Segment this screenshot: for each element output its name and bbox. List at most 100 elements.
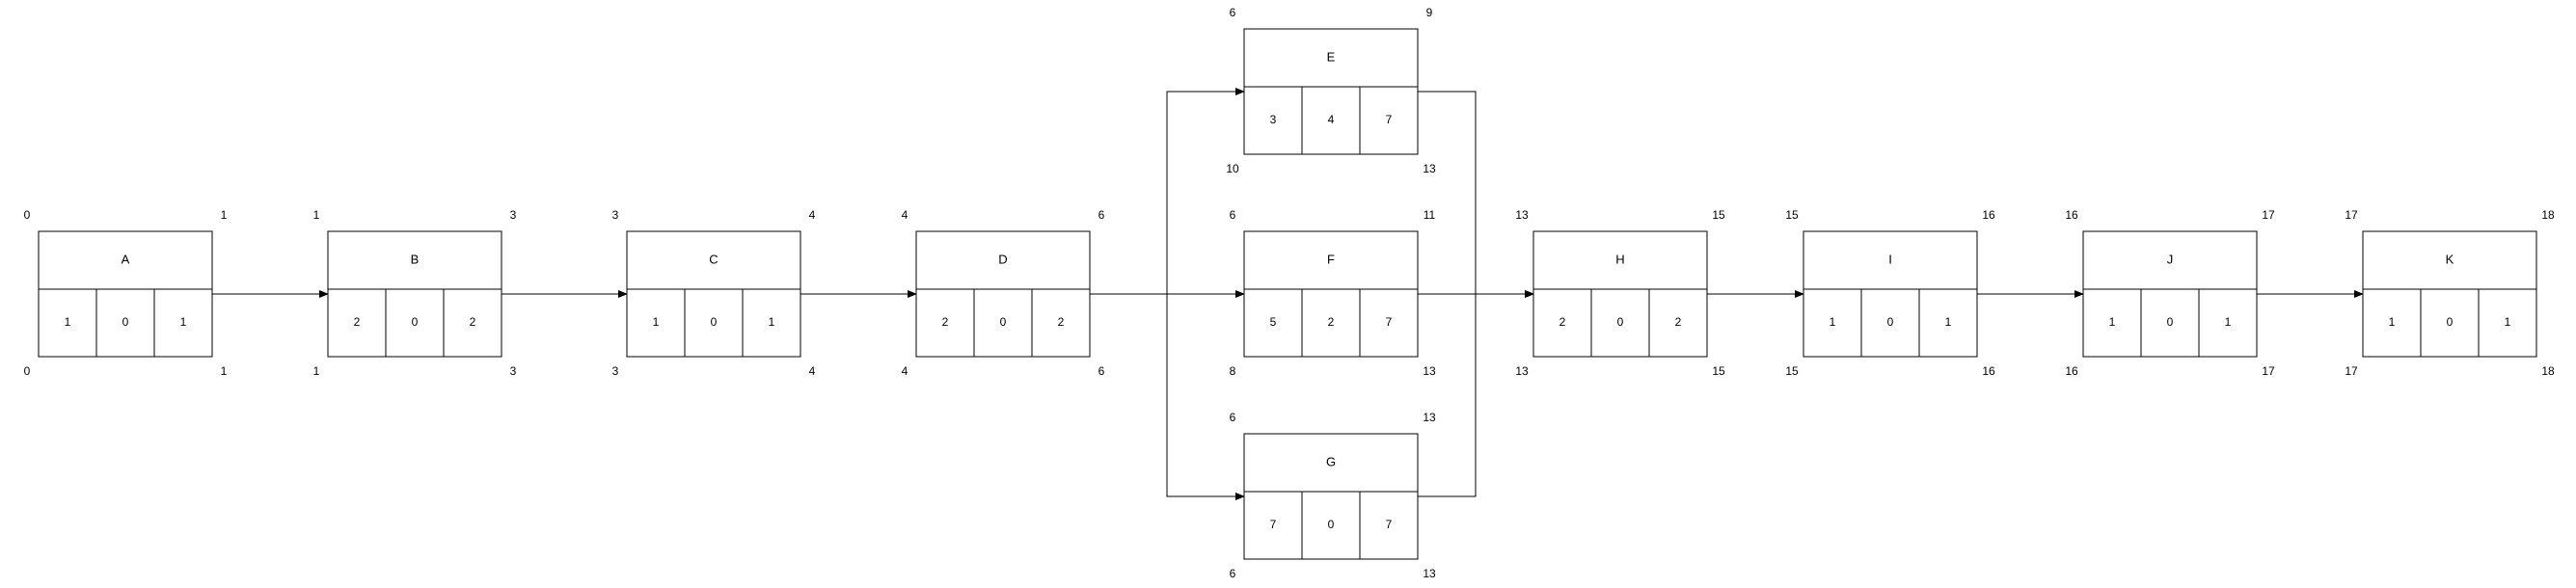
node-float: 0 xyxy=(1328,518,1335,531)
early-start-label: 15 xyxy=(1785,208,1799,222)
node-duration-total: 1 xyxy=(1945,315,1952,329)
node-duration-total: 7 xyxy=(1386,518,1393,531)
late-finish-label: 6 xyxy=(1098,364,1105,378)
edge-g-h xyxy=(1418,290,1534,497)
node-duration-total: 1 xyxy=(2505,315,2511,329)
early-finish-label: 16 xyxy=(1982,208,1995,222)
node-duration-total: 2 xyxy=(1058,315,1065,329)
node-name: J xyxy=(2167,252,2174,266)
early-start-label: 1 xyxy=(313,208,320,222)
activity-node-c: C 1 0 1 3 4 3 4 xyxy=(612,208,816,378)
node-duration: 1 xyxy=(653,315,660,329)
early-start-label: 6 xyxy=(1230,411,1236,424)
activity-node-d: D 2 0 2 4 6 4 6 xyxy=(902,208,1105,378)
node-float: 2 xyxy=(1328,315,1335,329)
activity-node-i: I 1 0 1 15 16 15 16 xyxy=(1785,208,1995,378)
late-start-label: 0 xyxy=(24,364,31,378)
node-duration-total: 1 xyxy=(769,315,775,329)
edge-d-g xyxy=(1090,293,1245,500)
late-finish-label: 18 xyxy=(2541,364,2555,378)
node-duration: 1 xyxy=(2389,315,2396,329)
early-finish-label: 11 xyxy=(1424,208,1436,222)
late-start-label: 4 xyxy=(902,364,908,378)
node-float: 4 xyxy=(1328,113,1335,126)
late-start-label: 17 xyxy=(2345,364,2358,378)
early-finish-label: 6 xyxy=(1098,208,1105,222)
node-box xyxy=(915,230,1091,358)
early-finish-label: 4 xyxy=(809,208,816,222)
node-duration-total: 7 xyxy=(1386,315,1393,329)
activity-node-k: K 1 0 1 17 18 17 18 xyxy=(2345,208,2555,378)
late-start-label: 15 xyxy=(1785,364,1799,378)
late-start-label: 10 xyxy=(1226,162,1239,175)
node-duration: 7 xyxy=(1270,518,1277,531)
node-duration: 1 xyxy=(2109,315,2116,329)
activity-node-b: B 2 0 2 1 3 1 3 xyxy=(313,208,517,378)
node-name: D xyxy=(998,252,1007,266)
node-name: C xyxy=(709,252,718,266)
node-box xyxy=(1243,230,1419,358)
edge-e-h xyxy=(1418,91,1534,298)
node-duration: 1 xyxy=(65,315,71,329)
node-name: I xyxy=(1888,252,1892,266)
node-name: A xyxy=(122,252,130,266)
late-finish-label: 13 xyxy=(1423,567,1436,580)
activity-node-h: H 2 0 2 13 15 13 15 xyxy=(1515,208,1725,378)
node-float: 0 xyxy=(412,315,419,329)
early-start-label: 6 xyxy=(1230,208,1236,222)
node-name: K xyxy=(2446,252,2454,266)
early-start-label: 17 xyxy=(2345,208,2358,222)
activity-node-f: F 5 2 7 6 11 8 13 xyxy=(1230,208,1436,378)
node-name: F xyxy=(1327,252,1335,266)
node-box xyxy=(626,230,801,358)
late-start-label: 13 xyxy=(1515,364,1529,378)
early-finish-label: 15 xyxy=(1712,208,1725,222)
node-float: 0 xyxy=(2167,315,2174,329)
activity-node-g: G 7 0 7 6 13 6 13 xyxy=(1230,411,1436,580)
node-float: 0 xyxy=(711,315,718,329)
node-duration-total: 7 xyxy=(1386,113,1393,126)
node-box xyxy=(2362,230,2537,358)
early-finish-label: 18 xyxy=(2541,208,2555,222)
edges-layer xyxy=(212,88,2364,500)
node-box xyxy=(1532,230,1708,358)
node-duration-total: 1 xyxy=(2225,315,2232,329)
node-duration: 2 xyxy=(1559,315,1566,329)
activity-node-e: E 3 4 7 6 9 10 13 xyxy=(1226,6,1436,175)
late-finish-label: 3 xyxy=(510,364,517,378)
early-start-label: 13 xyxy=(1515,208,1529,222)
late-finish-label: 15 xyxy=(1712,364,1725,378)
node-duration-total: 1 xyxy=(180,315,187,329)
node-duration-total: 2 xyxy=(1675,315,1682,329)
node-duration: 1 xyxy=(1830,315,1836,329)
early-finish-label: 9 xyxy=(1426,6,1433,19)
node-duration: 3 xyxy=(1270,113,1277,126)
late-finish-label: 1 xyxy=(221,364,228,378)
node-duration: 2 xyxy=(942,315,949,329)
late-start-label: 8 xyxy=(1230,364,1236,378)
node-name: H xyxy=(1615,252,1624,266)
late-finish-label: 16 xyxy=(1982,364,1995,378)
early-start-label: 4 xyxy=(902,208,908,222)
node-float: 0 xyxy=(1887,315,1894,329)
edge-d-e xyxy=(1090,88,1245,295)
early-finish-label: 13 xyxy=(1423,411,1436,424)
early-start-label: 0 xyxy=(24,208,31,222)
node-duration-total: 2 xyxy=(470,315,476,329)
node-box xyxy=(1243,433,1419,560)
early-finish-label: 3 xyxy=(510,208,517,222)
late-finish-label: 17 xyxy=(2262,364,2275,378)
node-box xyxy=(38,230,213,358)
nodes-layer: A1 0 10 10 1B2 0 21 31 3C1 0 13 43 4D2 0 24 64 6E3 4 76 910… xyxy=(24,6,2555,580)
late-start-label: 16 xyxy=(2065,364,2078,378)
early-start-label: 3 xyxy=(612,208,619,222)
activity-node-a: A 1 0 1 0 1 0 1 xyxy=(24,208,228,378)
node-box xyxy=(2082,230,2258,358)
early-start-label: 6 xyxy=(1230,6,1236,19)
late-finish-label: 13 xyxy=(1423,162,1436,175)
early-finish-label: 1 xyxy=(221,208,228,222)
node-duration: 5 xyxy=(1270,315,1277,329)
early-finish-label: 17 xyxy=(2262,208,2275,222)
late-start-label: 3 xyxy=(612,364,619,378)
